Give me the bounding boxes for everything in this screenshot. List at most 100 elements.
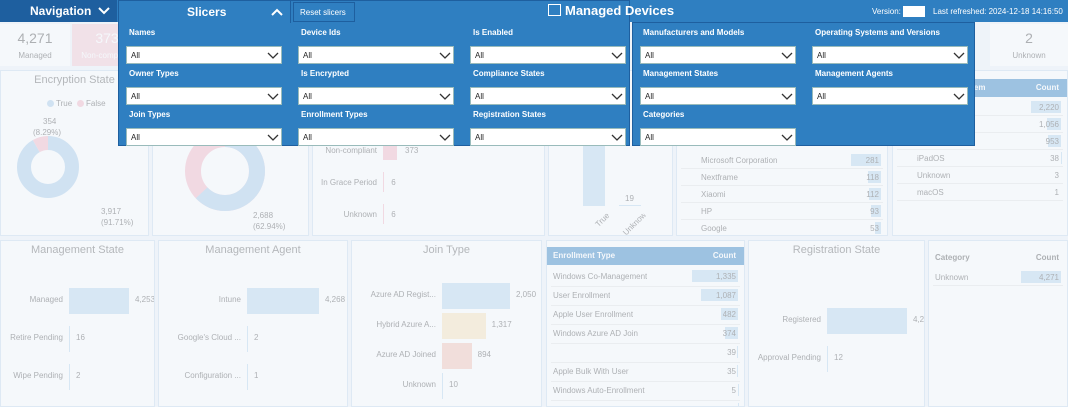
row-separator	[897, 183, 1063, 184]
chevron-line	[781, 134, 793, 141]
slicer-dropdown[interactable]: All	[640, 87, 796, 105]
slicer-label: Is Encrypted	[301, 69, 350, 78]
slicer-dropdown[interactable]: All	[126, 128, 282, 146]
donut-segment	[17, 136, 79, 198]
row-label: Non-compliant	[325, 146, 377, 155]
data-label: 4,253	[135, 295, 155, 304]
slicer-panel: Slicers Reset slicers	[118, 0, 630, 146]
row-separator	[551, 324, 740, 325]
bar	[247, 288, 319, 314]
bar	[619, 205, 641, 207]
data-label: 894	[477, 350, 491, 359]
chevron-line	[267, 134, 279, 141]
bar	[69, 364, 70, 390]
chevron-line	[953, 52, 965, 59]
legend-label: False	[86, 99, 106, 108]
count-bar	[875, 222, 881, 234]
dropdown-value: All	[131, 133, 140, 142]
chevron	[781, 52, 793, 59]
count-bar	[871, 205, 881, 217]
dropdown-value: All	[645, 51, 654, 60]
slicer-dropdown[interactable]: All	[640, 46, 796, 64]
slicer-dropdown[interactable]: All	[470, 87, 626, 105]
slicer-dropdown[interactable]: All	[470, 46, 626, 64]
row-label: Azure AD Joined	[376, 350, 436, 359]
dropdown-value: All	[645, 92, 654, 101]
count-bar	[851, 154, 881, 166]
reset-button[interactable]: Reset slicers	[293, 2, 355, 22]
legend-dot	[77, 100, 84, 107]
chevron	[781, 93, 793, 100]
kpi-value: 373	[95, 30, 119, 46]
page-title: Managed Devices	[548, 3, 674, 18]
chevron	[271, 8, 283, 16]
row-separator	[681, 219, 883, 220]
x-label: True	[593, 211, 612, 229]
row-label: macOS	[917, 188, 944, 197]
data-label: 1,317	[491, 320, 512, 329]
row-label: Intune	[218, 295, 241, 304]
slicer-label: Operating Systems and Versions	[815, 28, 940, 37]
slicer-dropdown[interactable]: All	[298, 87, 454, 105]
header-cell: Count	[1035, 83, 1059, 92]
version-box	[903, 6, 925, 17]
dropdown-value: All	[817, 92, 826, 101]
data-label: 2	[254, 333, 259, 342]
slicer-dropdown[interactable]: All	[298, 46, 454, 64]
slicer-dropdown[interactable]: All	[812, 87, 968, 105]
slicer-dropdown[interactable]: All	[126, 87, 282, 105]
data-label: 2,050	[516, 290, 537, 299]
row-label: User Enrollment	[553, 291, 611, 300]
row-separator	[897, 149, 1063, 150]
count-bar	[1031, 101, 1061, 113]
row-label: Wipe Pending	[13, 371, 63, 380]
count-bar	[1046, 118, 1061, 130]
chevron	[439, 52, 451, 59]
data-label: 373	[405, 146, 419, 155]
navigation-button[interactable]: Navigation	[0, 0, 117, 22]
slicers-button[interactable]: Slicers	[119, 1, 291, 23]
count-label: 1,056	[1038, 120, 1059, 129]
slicer-dropdown[interactable]: All	[812, 46, 968, 64]
count-label: 2,220	[1038, 103, 1059, 112]
row-label: Nextframe	[701, 173, 738, 182]
data-label: 6	[391, 178, 396, 187]
dropdown-value: All	[303, 133, 312, 142]
count-bar	[1021, 271, 1061, 283]
chevron-line	[439, 52, 451, 59]
slicer-dropdown[interactable]: All	[640, 128, 796, 146]
chevron-line	[267, 93, 279, 100]
chevron-line	[611, 134, 623, 141]
slicer-label: Registration States	[473, 110, 546, 119]
chevron	[611, 52, 623, 59]
chevron-line	[267, 52, 279, 59]
count-bar	[869, 188, 881, 200]
count-label: 4,271	[1038, 273, 1059, 282]
data-label: (91.71%)	[101, 218, 134, 227]
slicer-dropdown[interactable]: All	[126, 46, 282, 64]
data-label: 3,917	[101, 207, 122, 216]
row-label: Unknown	[343, 210, 377, 219]
row-separator	[681, 202, 883, 203]
count-label: 1,087	[715, 291, 736, 300]
row-label: iPadOS	[917, 154, 945, 163]
data-label: 4,259	[913, 315, 925, 324]
dropdown-value: All	[475, 92, 484, 101]
row-label: Managed	[29, 295, 63, 304]
slicer-dropdown[interactable]: All	[298, 128, 454, 146]
row-label: Hybrid Azure A...	[376, 320, 436, 329]
dropdown-value: All	[131, 51, 140, 60]
header-cell: Count	[712, 251, 736, 260]
slicer-label: Device Ids	[301, 28, 341, 37]
slicer-dropdown[interactable]: All	[470, 128, 626, 146]
kpi-card: 4,271 Managed	[0, 24, 70, 66]
slicer-label: Management States	[643, 69, 719, 78]
row-label: Unknown	[935, 273, 969, 282]
data-label: 19	[625, 194, 634, 204]
row-label: Windows Azure AD Join	[553, 329, 638, 338]
chevron	[953, 52, 965, 59]
panel: Enrollment Type Count Windows Co-Managemen…	[546, 240, 745, 407]
count-bar	[868, 171, 881, 183]
kpi-label: Non-compliant	[81, 51, 133, 60]
data-label: 12	[834, 353, 843, 362]
